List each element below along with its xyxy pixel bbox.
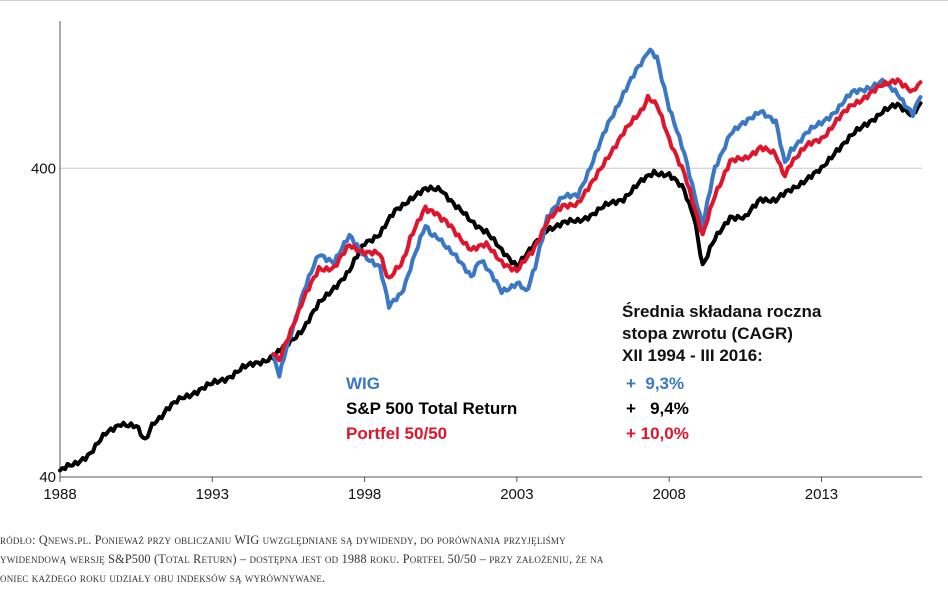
x-tick-label: 1988: [43, 486, 76, 503]
cagr-annotation: Średnia składana roczna stopa zwrotu (CAG…: [346, 302, 822, 443]
legend-label: S&P 500 Total Return: [346, 399, 517, 418]
chart-figure: 40 400 1988 1993 1998 2003 2008 2013 Średnia sk…: [0, 0, 948, 503]
x-tick-label: 1998: [348, 486, 381, 503]
x-tick-label: 1993: [196, 486, 229, 503]
source-line: oniec każdego roku udziały obu indeksów …: [0, 571, 326, 585]
y-tick-label: 40: [39, 469, 56, 486]
x-tick-label: 2013: [805, 486, 838, 503]
cagr-title-line: Średnia składana roczna: [622, 302, 822, 321]
series-line-portfel-50-50: [271, 77, 923, 363]
cagr-title-line: XII 1994 - III 2016:: [622, 346, 763, 365]
source-note: ródło: Qnews.pl. Ponieważ przy obliczani…: [0, 531, 948, 588]
series-layer: [58, 47, 923, 473]
y-tick-label: 400: [31, 160, 56, 177]
cagr-value: + 9,3%: [626, 374, 684, 393]
axis-layer: 40 400 1988 1993 1998 2003 2008 2013: [31, 21, 922, 503]
grid-layer: [60, 167, 922, 478]
cagr-value: + 9,4%: [626, 399, 689, 418]
x-tick-label: 2003: [500, 486, 533, 503]
legend-label: WIG: [346, 374, 380, 393]
source-line: ywidendową wersję S&P500 (Total Return) …: [0, 552, 604, 566]
line-chart: 40 400 1988 1993 1998 2003 2008 2013 Średnia sk…: [31, 21, 923, 503]
legend-label: Portfel 50/50: [346, 424, 447, 443]
source-line: ródło: Qnews.pl. Ponieważ przy obliczani…: [0, 533, 566, 547]
series-line-wig: [271, 47, 923, 379]
series-line-s-p-500-total-return: [58, 101, 923, 473]
x-tick-label: 2008: [652, 486, 685, 503]
cagr-value: + 10,0%: [626, 424, 689, 443]
cagr-title-line: stopa zwrotu (CAGR): [622, 324, 793, 343]
